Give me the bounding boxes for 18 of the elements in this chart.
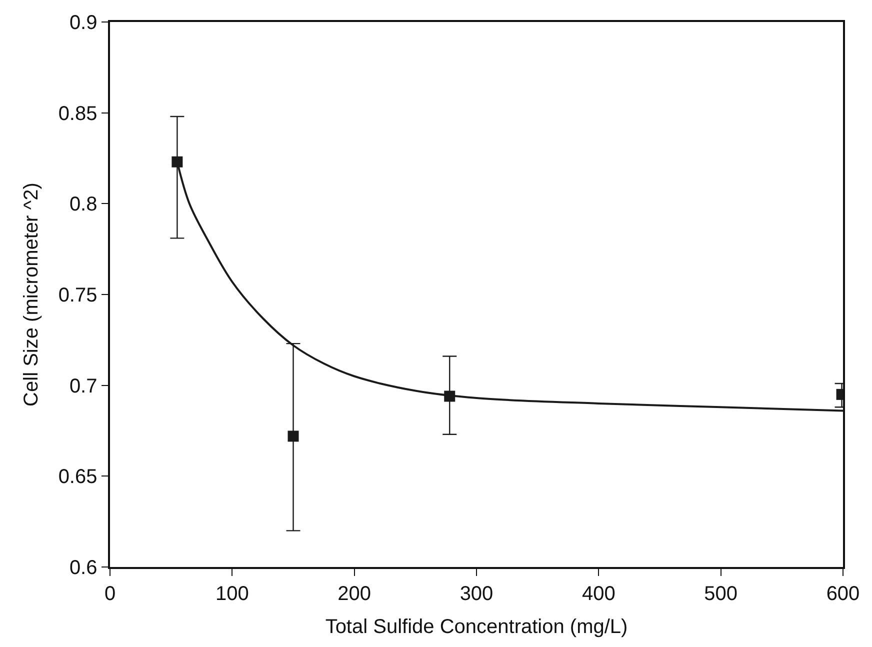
y-tick-label: 0.7 [69,375,98,398]
x-tick-label: 0 [104,582,116,605]
x-tick-label: 200 [338,582,372,605]
x-tick-label: 300 [460,582,494,605]
x-tick-label: 600 [826,582,860,605]
point [288,430,299,442]
y-axis-title: Cell Size (micrometer ^2) [20,182,42,406]
y-tick-label: 0.9 [69,12,98,34]
x-tick-label: 500 [704,582,738,605]
y-tick-label: 0.65 [58,466,98,488]
y-tick-label: 0.85 [58,102,98,125]
x-axis-title: Total Sulfide Concentration (mg/L) [325,616,628,638]
x-tick-label: 100 [215,582,249,605]
y-tick-label: 0.8 [69,194,98,216]
point [172,156,183,168]
x-tick-label: 400 [582,582,616,605]
y-tick-label: 0.75 [58,284,98,306]
y-tick-label: 0.6 [69,557,98,579]
